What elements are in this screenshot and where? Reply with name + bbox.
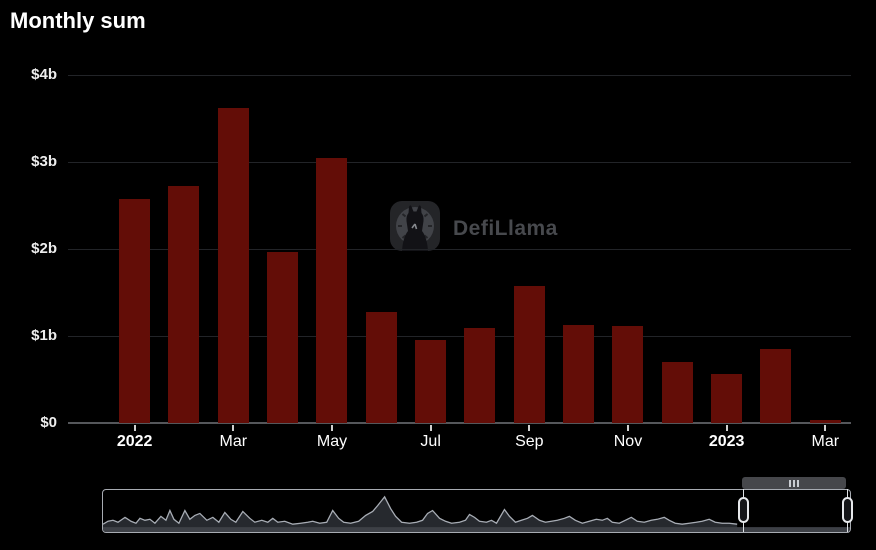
- y-axis-label: $1b: [31, 327, 57, 344]
- bar[interactable]: [217, 108, 249, 423]
- bar[interactable]: [168, 186, 200, 423]
- bar[interactable]: [316, 158, 348, 423]
- defillama-logo-icon: [390, 199, 440, 258]
- x-axis-label: Jul: [420, 433, 441, 450]
- bar[interactable]: [711, 374, 743, 423]
- y-axis-label: $0: [40, 414, 57, 431]
- watermark: DefiLlama: [390, 199, 558, 258]
- scrollbar-grip-icon: [797, 479, 799, 487]
- x-axis-label: 2023: [708, 433, 745, 450]
- scrollbar-grip-icon: [789, 479, 791, 487]
- bar[interactable]: [415, 340, 447, 423]
- y-axis-label: $3b: [31, 153, 57, 170]
- minimap-area-chart: [103, 495, 850, 532]
- chart-title: Monthly sum: [10, 8, 146, 33]
- x-axis-tick: [232, 425, 235, 431]
- x-axis-tick: [133, 425, 136, 431]
- navigator-selected-range[interactable]: [743, 490, 847, 531]
- x-axis-label: May: [316, 433, 348, 450]
- gridline: [68, 75, 851, 76]
- bar[interactable]: [513, 286, 545, 423]
- x-axis-label: Nov: [613, 433, 643, 450]
- bar[interactable]: [661, 362, 693, 423]
- gridline: [68, 336, 851, 337]
- x-axis-tick: [429, 425, 432, 431]
- x-axis-line: [68, 422, 851, 424]
- x-axis-label: Mar: [811, 433, 840, 450]
- gridline: [68, 162, 851, 163]
- x-axis-tick: [330, 425, 333, 431]
- scrollbar-grip-icon: [793, 479, 795, 487]
- navigator-right-handle[interactable]: [842, 497, 853, 523]
- x-axis-label: 2022: [116, 433, 153, 450]
- navigator: [102, 476, 853, 534]
- y-axis-label: $4b: [31, 66, 57, 83]
- navigator-left-handle[interactable]: [738, 497, 749, 523]
- defillama-watermark-text: DefiLlama: [453, 216, 558, 240]
- bar[interactable]: [365, 312, 397, 423]
- navigator-track[interactable]: [102, 489, 851, 533]
- x-axis-tick: [528, 425, 531, 431]
- x-axis-label: Sep: [515, 433, 544, 450]
- y-axis-label: $2b: [31, 240, 57, 257]
- x-axis-tick: [725, 425, 728, 431]
- x-axis-tick: [824, 425, 827, 431]
- bar[interactable]: [809, 420, 841, 423]
- x-axis-tick: [626, 425, 629, 431]
- gridline: [68, 249, 851, 250]
- bar[interactable]: [612, 326, 644, 423]
- bar[interactable]: [760, 349, 792, 423]
- x-axis-label: Mar: [219, 433, 248, 450]
- navigator-scrollbar-thumb[interactable]: [742, 477, 846, 489]
- bar[interactable]: [119, 199, 151, 423]
- bar[interactable]: [267, 252, 299, 423]
- bar[interactable]: [563, 325, 595, 423]
- bar[interactable]: [464, 328, 496, 423]
